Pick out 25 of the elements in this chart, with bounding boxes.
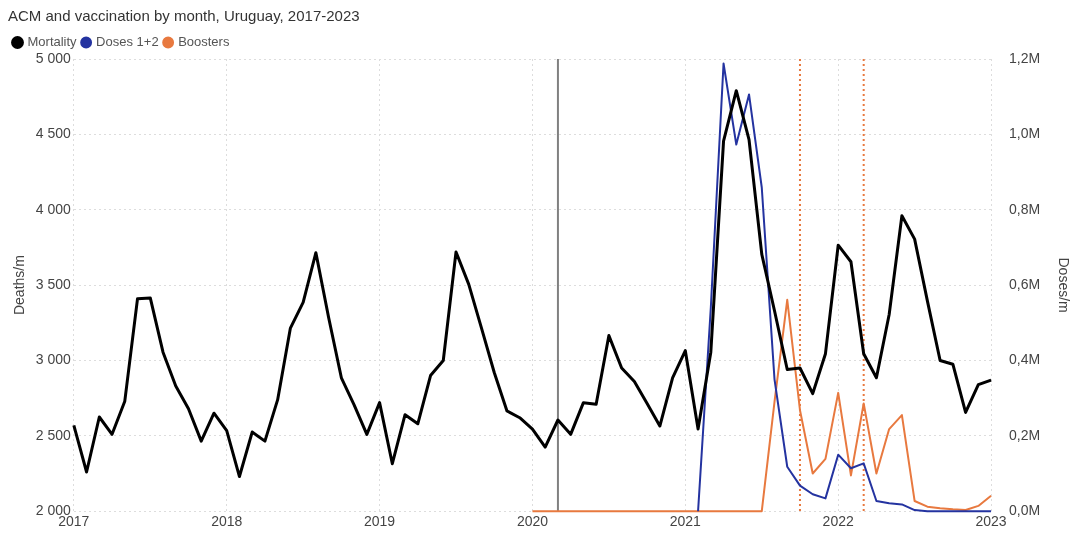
x-tick-label: 2020 [516, 513, 549, 530]
y-tick-label: 5 000 [35, 49, 72, 66]
y2-tick-label: 0,6M [1009, 275, 1041, 292]
y2-tick-label: 0,4M [1009, 351, 1041, 368]
y2-axis-title: Doses/m [1055, 257, 1072, 313]
y2-tick-label: 1,0M [1009, 125, 1041, 142]
x-tick-label: 2023 [975, 513, 1007, 530]
legend-label: Mortality [27, 34, 78, 50]
legend-label: Doses 1+2 [96, 34, 159, 50]
y-tick-label: 3 500 [35, 275, 72, 292]
y-tick-label: 2 500 [35, 426, 72, 443]
x-tick-label: 2018 [211, 513, 243, 530]
y2-tick-label: 0,0M [1009, 502, 1041, 519]
x-tick-label: 2019 [364, 513, 396, 530]
y2-tick-label: 1,2M [1009, 49, 1041, 66]
y-tick-label: 4 000 [35, 200, 72, 217]
x-tick-label: 2021 [669, 513, 702, 530]
y-tick-label: 3 000 [35, 351, 72, 368]
chart-title: ACM and vaccination by month, Uruguay, 2017-2023 [8, 7, 360, 25]
y-axis-title: Deaths/m [11, 255, 28, 316]
x-tick-label: 2022 [822, 513, 854, 530]
y2-tick-label: 0,8M [1009, 200, 1041, 217]
y-tick-label: 4 500 [35, 125, 72, 142]
y2-tick-label: 0,2M [1009, 426, 1041, 443]
legend-label: Boosters [178, 34, 230, 50]
